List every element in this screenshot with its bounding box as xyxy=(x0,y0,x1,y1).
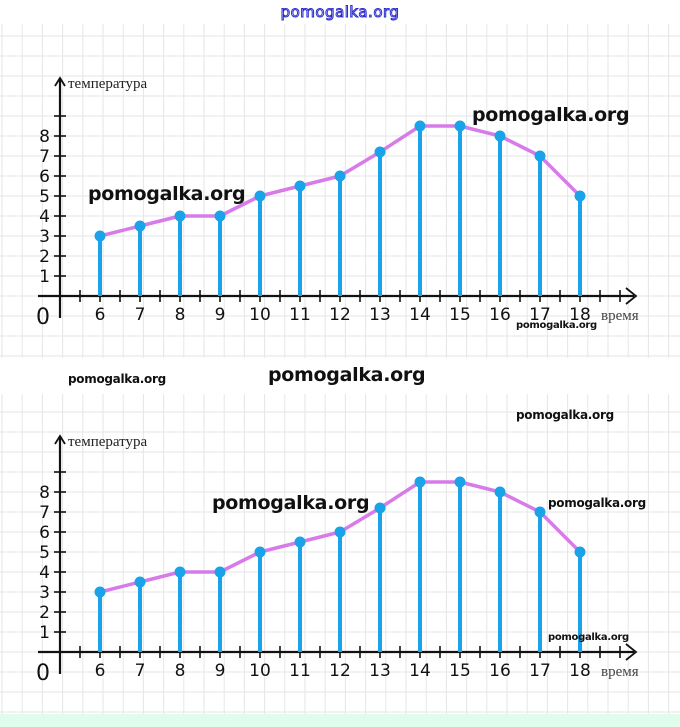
x-tick-label: 13 xyxy=(369,305,391,325)
watermark: pomogalka.org xyxy=(516,320,597,331)
watermark: pomogalka.org xyxy=(472,104,630,126)
data-point xyxy=(334,170,346,182)
watermark: pomogalka.org xyxy=(68,372,166,386)
x-tick-label: 8 xyxy=(175,305,186,325)
data-point xyxy=(534,150,546,162)
x-tick-label: 18 xyxy=(569,661,591,681)
x-tick-label: 11 xyxy=(289,305,311,325)
data-point xyxy=(174,566,186,578)
y-axis-arrow-icon xyxy=(54,434,66,445)
data-point xyxy=(494,130,506,142)
data-point xyxy=(294,180,306,192)
x-tick-label: 15 xyxy=(449,305,471,325)
y-tick-label: 7 xyxy=(39,147,50,167)
x-tick-label: 9 xyxy=(215,661,226,681)
x-tick-label: 10 xyxy=(249,661,271,681)
data-point xyxy=(334,526,346,538)
x-tick-label: 14 xyxy=(409,305,431,325)
watermark-band xyxy=(0,358,680,394)
watermark: pomogalka.org xyxy=(548,496,646,510)
chart-panel-1: 1 2 3 4 5 6 7 8 6 7 8 9 10 11 12 13 14 15 16 17 18 0 температу… xyxy=(0,24,680,358)
footer-band xyxy=(0,714,680,727)
x-axis-label: время xyxy=(601,308,639,324)
y-tick-label: 5 xyxy=(39,543,50,563)
y-axis-label: температура xyxy=(68,76,148,92)
y-tick-label: 7 xyxy=(39,503,50,523)
data-point xyxy=(574,190,586,202)
y-tick-label: 4 xyxy=(39,207,50,227)
y-tick-label: 1 xyxy=(39,623,50,643)
data-point xyxy=(94,230,106,242)
x-tick-label: 6 xyxy=(95,305,106,325)
data-point xyxy=(454,120,466,132)
top-watermark-text: pomogalka.org xyxy=(280,3,400,22)
y-tick-label: 2 xyxy=(39,603,50,623)
x-tick-label: 17 xyxy=(529,661,551,681)
y-tick-label: 4 xyxy=(39,563,50,583)
data-point xyxy=(454,476,466,488)
data-point xyxy=(174,210,186,222)
x-tick-label: 13 xyxy=(369,661,391,681)
x-tick-label: 16 xyxy=(489,305,511,325)
watermark: pomogalka.org xyxy=(88,183,246,205)
x-tick-label: 16 xyxy=(489,661,511,681)
data-point xyxy=(214,566,226,578)
y-tick-label: 6 xyxy=(39,523,50,543)
data-point xyxy=(94,586,106,598)
data-point xyxy=(134,576,146,588)
data-point xyxy=(374,502,386,514)
x-axis-arrow-icon xyxy=(625,643,638,661)
data-point xyxy=(294,536,306,548)
x-tick-label: 6 xyxy=(95,661,106,681)
x-axis-arrow-icon xyxy=(625,287,638,305)
x-tick-label: 9 xyxy=(215,305,226,325)
data-point xyxy=(134,220,146,232)
x-tick-label: 14 xyxy=(409,661,431,681)
origin-label: 0 xyxy=(36,305,50,330)
x-tick-label: 7 xyxy=(135,661,146,681)
watermark: pomogalka.org xyxy=(268,364,426,386)
data-point xyxy=(414,476,426,488)
x-axis-label: время xyxy=(601,664,639,680)
x-tick-label: 11 xyxy=(289,661,311,681)
data-point xyxy=(254,546,266,558)
x-tick-label: 10 xyxy=(249,305,271,325)
y-tick-label: 8 xyxy=(39,483,50,503)
x-tick-label: 15 xyxy=(449,661,471,681)
x-tick-label: 12 xyxy=(329,661,351,681)
y-tick-label: 8 xyxy=(39,127,50,147)
top-watermark: pomogalka.org xyxy=(0,0,680,24)
watermark: pomogalka.org xyxy=(212,492,370,514)
data-point xyxy=(254,190,266,202)
data-point xyxy=(494,486,506,498)
x-tick-label: 7 xyxy=(135,305,146,325)
data-point xyxy=(374,146,386,158)
data-point xyxy=(574,546,586,558)
data-point xyxy=(534,506,546,518)
y-tick-label: 3 xyxy=(39,227,50,247)
y-tick-label: 6 xyxy=(39,167,50,187)
x-tick-label: 8 xyxy=(175,661,186,681)
x-tick-label: 18 xyxy=(569,305,591,325)
y-tick-label: 2 xyxy=(39,247,50,267)
origin-label: 0 xyxy=(36,661,50,686)
x-tick-label: 17 xyxy=(529,305,551,325)
y-tick-label: 1 xyxy=(39,267,50,287)
x-tick-label: 12 xyxy=(329,305,351,325)
y-tick-label: 5 xyxy=(39,187,50,207)
data-point xyxy=(414,120,426,132)
y-axis-label: температура xyxy=(68,434,148,450)
chart-panel-2: 1 2 3 4 5 6 7 8 6 7 8 9 10 11 12 13 14 15 16 17 18 0 температу… xyxy=(0,394,680,714)
y-tick-label: 3 xyxy=(39,583,50,603)
y-axis-arrow-icon xyxy=(54,76,66,87)
watermark: pomogalka.org xyxy=(548,632,629,643)
watermark: pomogalka.org xyxy=(516,408,614,422)
data-point xyxy=(214,210,226,222)
